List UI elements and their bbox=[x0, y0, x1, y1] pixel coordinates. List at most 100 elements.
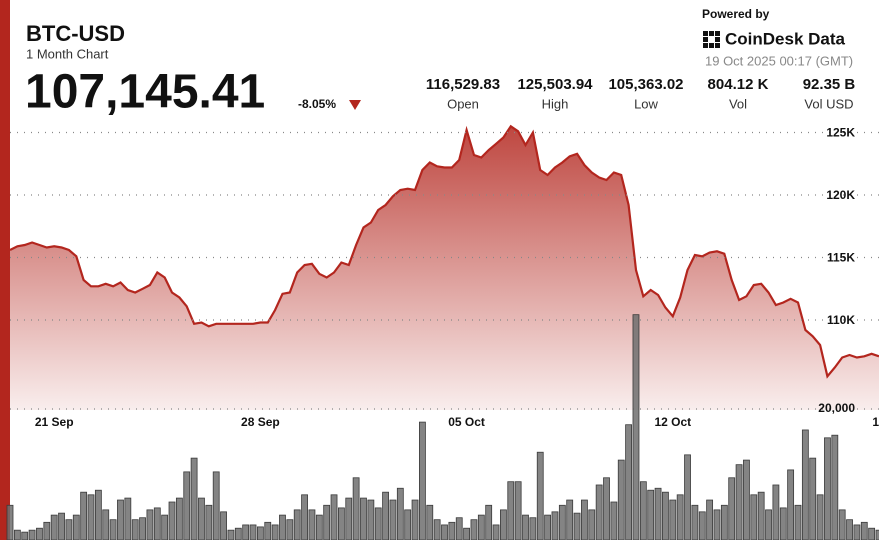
stat-label: Vol bbox=[729, 96, 747, 111]
volume-bar bbox=[536, 451, 544, 540]
volume-bar bbox=[779, 507, 787, 540]
volume-bar bbox=[477, 514, 485, 540]
volume-bar bbox=[117, 499, 124, 540]
volume-bar bbox=[308, 509, 316, 540]
volume-bar bbox=[846, 519, 853, 540]
volume-bar bbox=[669, 499, 677, 540]
volume-bar bbox=[43, 521, 51, 540]
volume-bar bbox=[750, 494, 758, 540]
volume-bar bbox=[573, 512, 581, 540]
volume-bar bbox=[242, 524, 250, 540]
volume-bar bbox=[492, 524, 500, 540]
volume-bar bbox=[838, 509, 846, 540]
volume-bar bbox=[720, 504, 728, 540]
stat-label: High bbox=[542, 96, 569, 111]
volume-bar bbox=[647, 489, 655, 540]
volume-bar bbox=[72, 514, 80, 540]
powered-by: Powered by bbox=[702, 7, 770, 21]
volume-bar bbox=[860, 521, 868, 540]
volume-bar bbox=[853, 524, 861, 540]
x-tick-label: 19 bbox=[872, 415, 879, 429]
volume-bar bbox=[124, 497, 132, 540]
volume-bar bbox=[131, 519, 139, 540]
volume-bar bbox=[691, 504, 699, 540]
volume-bar bbox=[198, 497, 205, 540]
down-arrow bbox=[349, 100, 361, 110]
volume-bar bbox=[389, 499, 397, 540]
volume-bar bbox=[875, 529, 879, 540]
volume-bar bbox=[360, 497, 367, 540]
price: 107,145.41 bbox=[25, 66, 265, 119]
volume-bar bbox=[220, 511, 227, 540]
y-tick-label: 110K bbox=[827, 313, 855, 327]
subtitle: 1 Month Chart bbox=[26, 46, 109, 61]
volume-bar bbox=[558, 504, 566, 540]
volume-bar bbox=[94, 489, 102, 540]
brand: CoinDesk Data bbox=[725, 29, 846, 48]
x-tick-label: 21 Sep bbox=[35, 415, 74, 429]
volume-bar bbox=[419, 421, 426, 540]
volume-bar bbox=[625, 424, 633, 540]
stat-value: 116,529.83 bbox=[426, 76, 500, 93]
volume-bar bbox=[271, 524, 279, 540]
volume-bar bbox=[595, 484, 603, 540]
volume-bar bbox=[411, 499, 419, 540]
volume-bar bbox=[551, 511, 559, 540]
volume-bar bbox=[706, 499, 714, 540]
chart-title: BTC-USD bbox=[26, 21, 125, 46]
volume-bar bbox=[58, 512, 65, 540]
volume-bar bbox=[610, 501, 618, 540]
volume-bar bbox=[816, 494, 824, 540]
volume-bar bbox=[286, 519, 294, 540]
volume-bar bbox=[161, 514, 169, 540]
plot bbox=[9, 124, 879, 411]
volume-bar bbox=[654, 487, 662, 540]
volume-bar bbox=[500, 509, 507, 540]
volume-bar bbox=[13, 529, 21, 540]
price-area bbox=[10, 126, 879, 411]
volume-bar bbox=[337, 507, 345, 540]
volume-bar bbox=[588, 509, 596, 540]
volume-bar bbox=[249, 524, 257, 540]
volume-bar bbox=[102, 509, 110, 540]
volume-bar bbox=[676, 494, 684, 540]
volume-bar bbox=[323, 504, 331, 540]
volume-bar bbox=[6, 504, 14, 540]
volume-bar bbox=[404, 509, 412, 540]
volume-bar bbox=[109, 519, 117, 540]
volume-bar bbox=[455, 517, 463, 540]
stat-value: 105,363.02 bbox=[608, 76, 683, 93]
y-tick-label: 115K bbox=[827, 251, 855, 265]
price-line bbox=[9, 124, 879, 379]
change: -8.05% bbox=[298, 97, 336, 111]
stat-label: Open bbox=[447, 96, 479, 111]
volume-bar bbox=[426, 504, 434, 540]
volume-bar bbox=[757, 491, 765, 540]
volume-bar bbox=[87, 494, 95, 540]
volume-bar bbox=[352, 477, 360, 540]
volume-bar bbox=[743, 459, 750, 540]
stat-label: Low bbox=[634, 96, 658, 111]
volume-bar bbox=[713, 509, 721, 540]
volume-bar bbox=[514, 481, 522, 540]
volume-bar bbox=[470, 519, 478, 540]
volume-bar bbox=[183, 471, 191, 540]
volume-bar bbox=[367, 499, 375, 540]
y-tick-label: 125K bbox=[826, 126, 855, 140]
volume-bar bbox=[728, 477, 736, 540]
volume-bar bbox=[175, 497, 183, 540]
volume-bar bbox=[212, 471, 220, 540]
volume-bar bbox=[698, 511, 706, 540]
volume-bar bbox=[374, 507, 382, 540]
volume-bar bbox=[809, 457, 817, 540]
volume-bar bbox=[581, 499, 588, 540]
volume-bar bbox=[603, 477, 610, 540]
y-tick-label: 120K bbox=[826, 188, 855, 202]
volume-bar bbox=[50, 514, 58, 540]
volume-bar bbox=[293, 509, 301, 540]
volume-bar bbox=[234, 527, 242, 540]
volume-bar bbox=[868, 527, 876, 540]
x-tick-label: 12 Oct bbox=[654, 415, 691, 429]
volume-bar bbox=[65, 519, 73, 540]
